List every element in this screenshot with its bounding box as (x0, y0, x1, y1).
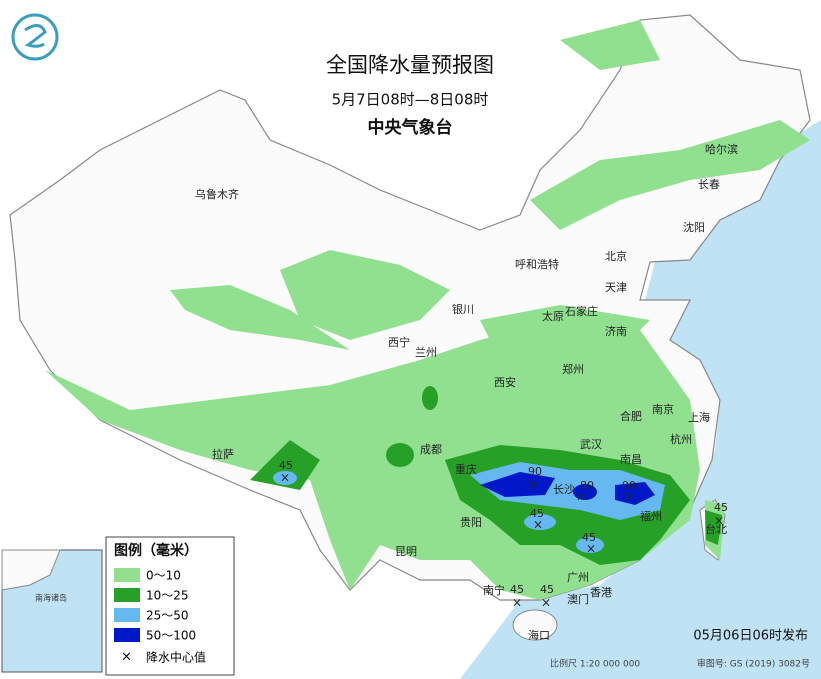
legend: 图例（毫米） 0～10 10～25 25～50 50～100 × 降水中心值 (105, 536, 235, 676)
city: 贵阳 (460, 516, 482, 529)
city: 香港 (590, 586, 612, 599)
city: 沈阳 (683, 220, 705, 234)
center-value: 90 (622, 479, 636, 492)
city: 拉萨 (212, 447, 234, 461)
city: 福州 (640, 509, 662, 523)
legend-label: 降水中心值 (146, 650, 206, 665)
city: 西安 (494, 375, 516, 389)
center-value: 90 (528, 465, 542, 478)
inset-label: 南海诸岛 (35, 593, 67, 603)
city: 兰州 (415, 346, 437, 359)
center-value: 45 (510, 583, 524, 596)
center-mark: × (624, 490, 634, 504)
city: 上海 (688, 410, 710, 424)
center-value: 45 (540, 583, 554, 596)
center-mark: × (280, 471, 290, 485)
legend-label: 50～100 (146, 629, 196, 643)
center-mark: × (586, 542, 596, 556)
center-mark: × (541, 596, 551, 610)
legend-swatch (114, 588, 140, 602)
city: 长春 (698, 178, 720, 191)
legend-label: 10～25 (146, 589, 189, 603)
city: 石家庄 (565, 304, 598, 318)
city: 合肥 (620, 409, 642, 423)
issuer: 中央气象台 (368, 117, 453, 138)
city: 乌鲁木齐 (195, 187, 239, 201)
inset: 南海诸岛 (1, 549, 103, 673)
logo (11, 13, 59, 61)
city: 哈尔滨 (705, 142, 738, 156)
rain-50-100 (480, 472, 655, 505)
center-mark: × (512, 596, 522, 610)
center-mark: × (528, 478, 538, 492)
rain-centers: ×45 ×90 ×80 ×90 ×45 ×45 ×45 ×45 ×45 (279, 459, 728, 610)
city: 南宁 (483, 583, 505, 597)
sea (460, 120, 821, 679)
city: 南京 (652, 402, 674, 416)
title: 全国降水量预报图 (326, 53, 494, 77)
hainan (512, 609, 558, 641)
center-value: 45 (714, 501, 728, 514)
review-number: 审图号: GS (2019) 3082号 (697, 658, 810, 670)
legend-swatch (114, 608, 140, 622)
center-value: 45 (582, 531, 596, 544)
center-value: 45 (530, 507, 544, 520)
city: 郑州 (562, 362, 584, 376)
center-mark: × (533, 518, 543, 532)
legend-label: 25～50 (146, 609, 189, 623)
center-mark: × (714, 514, 724, 528)
city: 呼和浩特 (515, 257, 559, 271)
center-mark: × (576, 490, 586, 504)
issued: 05月06日06时发布 (693, 628, 808, 644)
city: 成都 (420, 443, 442, 456)
city: 广州 (567, 571, 589, 584)
city: 天津 (605, 281, 627, 294)
city: 太原 (542, 310, 564, 323)
city: 重庆 (455, 462, 477, 476)
center-value: 80 (580, 479, 594, 492)
city: 武汉 (580, 438, 602, 451)
city: 银川 (452, 302, 474, 316)
center-value: 45 (279, 459, 293, 472)
city-labels: 乌鲁木齐 哈尔滨 长春 沈阳 呼和浩特 北京 天津 石家庄 太原 银川 西宁 兰… (195, 142, 738, 642)
legend-title: 图例（毫米） (114, 542, 198, 559)
city: 长沙 (553, 483, 575, 496)
city: 济南 (605, 324, 627, 338)
city: 海口 (528, 628, 550, 642)
legend-label: 0～10 (146, 569, 181, 583)
city: 西宁 (388, 335, 410, 349)
legend-mark: × (121, 650, 132, 665)
city: 台北 (705, 522, 727, 536)
scale: 比例尺 1:20 000 000 (550, 658, 640, 670)
city: 澳门 (567, 592, 589, 606)
city: 南昌 (620, 453, 642, 466)
city: 北京 (605, 249, 627, 263)
period: 5月7日08时—8日08时 (332, 91, 489, 109)
city: 杭州 (670, 432, 692, 446)
city: 昆明 (395, 545, 417, 558)
legend-swatch (114, 628, 140, 642)
legend-swatch (114, 568, 140, 582)
